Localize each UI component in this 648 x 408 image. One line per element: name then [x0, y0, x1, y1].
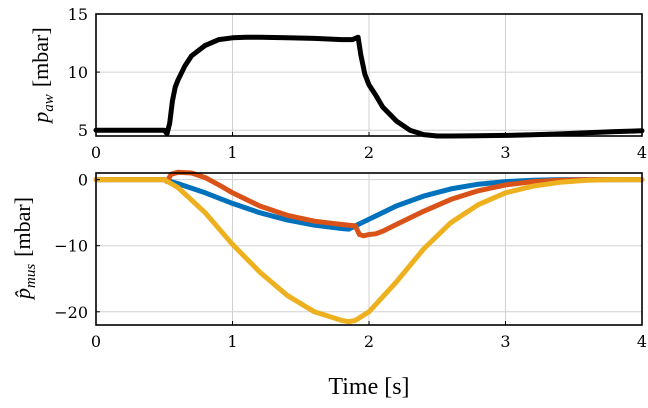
bottom-x-tick-label: 2	[364, 332, 374, 351]
bottom-y-tick-label: 0	[78, 171, 88, 190]
bottom-x-tick-label: 4	[637, 332, 647, 351]
bottom-y-tick-label: −10	[54, 237, 88, 256]
top-x-tick-label: 2	[364, 143, 374, 162]
x-axis-label: Time [s]	[328, 374, 409, 400]
bottom-x-tick-label: 3	[500, 332, 510, 351]
top-x-tick-label: 1	[227, 143, 237, 162]
top-y-tick-label: 5	[78, 121, 88, 140]
top-plot-panel: 0 1 2 3 4 5 10 15 paw[mbar]	[28, 5, 647, 162]
bottom-y-axis-label: p̂mus[mbar]	[10, 197, 39, 301]
top-y-axis-label: paw[mbar]	[28, 27, 57, 124]
top-x-tick-label: 4	[637, 143, 647, 162]
bottom-series-line-2	[93, 177, 645, 325]
top-x-tick-label: 0	[91, 143, 101, 162]
bottom-x-tick-label: 1	[227, 332, 237, 351]
top-y-tick-label: 10	[68, 63, 88, 82]
bottom-x-tick-label: 0	[91, 332, 101, 351]
bottom-plot-panel: 0 1 2 3 4 0 −10 −20 p̂mus[mbar] Time [s]	[10, 169, 647, 400]
bottom-y-tick-label: −20	[54, 303, 88, 322]
top-y-tick-label: 15	[68, 5, 88, 24]
top-x-tick-label: 3	[500, 143, 510, 162]
